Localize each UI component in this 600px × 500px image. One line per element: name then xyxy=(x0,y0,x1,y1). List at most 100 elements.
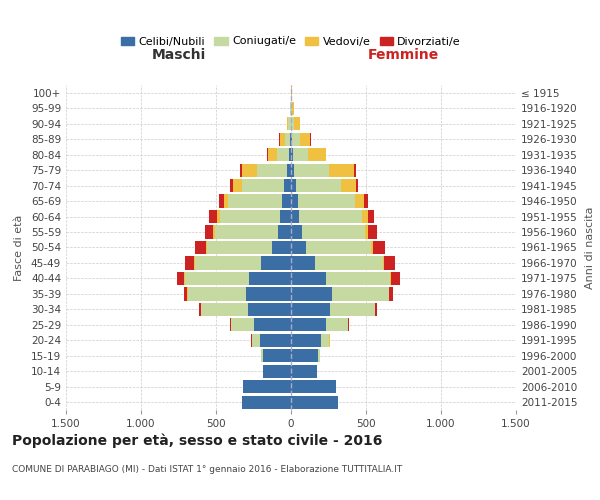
Bar xyxy=(291,148,293,161)
Bar xyxy=(291,380,336,394)
Bar xyxy=(268,148,291,161)
Bar xyxy=(252,334,291,347)
Bar xyxy=(231,318,291,332)
Bar xyxy=(291,380,336,394)
Bar xyxy=(241,396,291,409)
Bar xyxy=(261,350,291,362)
Bar xyxy=(291,318,348,332)
Bar xyxy=(291,210,299,223)
Bar xyxy=(291,364,317,378)
Bar xyxy=(263,364,291,378)
Bar xyxy=(291,256,315,270)
Bar xyxy=(252,334,291,347)
Bar xyxy=(291,148,308,161)
Y-axis label: Fasce di età: Fasce di età xyxy=(14,214,24,280)
Bar xyxy=(291,303,377,316)
Bar xyxy=(230,318,291,332)
Bar xyxy=(240,164,291,176)
Bar xyxy=(290,132,291,145)
Bar xyxy=(291,350,320,362)
Bar xyxy=(291,179,355,192)
Bar xyxy=(291,288,331,300)
Bar xyxy=(217,210,291,223)
Bar xyxy=(291,86,292,100)
Bar xyxy=(291,194,355,207)
Bar xyxy=(291,350,318,362)
Text: Popolazione per età, sesso e stato civile - 2016: Popolazione per età, sesso e stato civil… xyxy=(12,434,382,448)
Y-axis label: Anni di nascita: Anni di nascita xyxy=(584,206,595,288)
Bar xyxy=(267,148,291,161)
Bar xyxy=(291,132,292,145)
Bar xyxy=(291,226,365,238)
Bar xyxy=(287,164,291,176)
Bar xyxy=(291,364,317,378)
Bar xyxy=(196,241,291,254)
Bar xyxy=(291,396,337,409)
Bar xyxy=(263,364,291,378)
Bar xyxy=(291,164,329,176)
Bar xyxy=(291,334,321,347)
Bar xyxy=(251,334,291,347)
Bar xyxy=(184,288,291,300)
Bar xyxy=(291,194,364,207)
Bar xyxy=(291,164,294,176)
Bar xyxy=(291,288,389,300)
Bar xyxy=(205,226,291,238)
Bar xyxy=(219,194,291,207)
Bar xyxy=(260,334,291,347)
Bar xyxy=(291,179,296,192)
Bar xyxy=(187,288,291,300)
Bar xyxy=(291,256,384,270)
Bar xyxy=(213,226,291,238)
Bar xyxy=(291,396,337,409)
Bar xyxy=(291,117,300,130)
Bar xyxy=(291,303,330,316)
Bar xyxy=(261,350,291,362)
Bar xyxy=(233,179,291,192)
Bar xyxy=(291,164,355,176)
Bar xyxy=(263,364,291,378)
Bar xyxy=(291,380,336,394)
Bar xyxy=(291,210,362,223)
Bar xyxy=(249,272,291,285)
Bar xyxy=(291,272,325,285)
Bar xyxy=(184,272,291,285)
Bar xyxy=(209,210,291,223)
Bar xyxy=(291,350,320,362)
Bar xyxy=(195,256,291,270)
Bar xyxy=(194,256,291,270)
Bar xyxy=(291,132,300,145)
Bar xyxy=(199,303,291,316)
Bar xyxy=(176,272,291,285)
Bar xyxy=(291,132,310,145)
Bar xyxy=(291,226,302,238)
Bar xyxy=(291,396,337,409)
Bar xyxy=(291,194,367,207)
Bar xyxy=(291,288,389,300)
Bar xyxy=(243,380,291,394)
Bar xyxy=(291,226,367,238)
Bar xyxy=(291,241,385,254)
Bar xyxy=(230,179,291,192)
Text: COMUNE DI PARABIAGO (MI) - Dati ISTAT 1° gennaio 2016 - Elaborazione TUTTITALIA.: COMUNE DI PARABIAGO (MI) - Dati ISTAT 1°… xyxy=(12,466,402,474)
Bar xyxy=(291,256,395,270)
Bar xyxy=(277,148,291,161)
Bar xyxy=(271,241,291,254)
Bar xyxy=(248,303,291,316)
Bar xyxy=(280,132,291,145)
Bar xyxy=(291,272,400,285)
Bar xyxy=(241,396,291,409)
Bar xyxy=(291,318,325,332)
Bar xyxy=(241,164,291,176)
Bar xyxy=(291,86,292,100)
Legend: Celibi/Nubili, Coniugati/e, Vedovi/e, Divorziati/e: Celibi/Nubili, Coniugati/e, Vedovi/e, Di… xyxy=(116,32,466,51)
Bar xyxy=(291,117,295,130)
Bar xyxy=(280,210,291,223)
Bar xyxy=(187,288,291,300)
Bar xyxy=(291,380,336,394)
Bar xyxy=(291,241,306,254)
Bar xyxy=(257,164,291,176)
Bar xyxy=(291,132,311,145)
Bar xyxy=(263,350,291,362)
Bar xyxy=(291,318,349,332)
